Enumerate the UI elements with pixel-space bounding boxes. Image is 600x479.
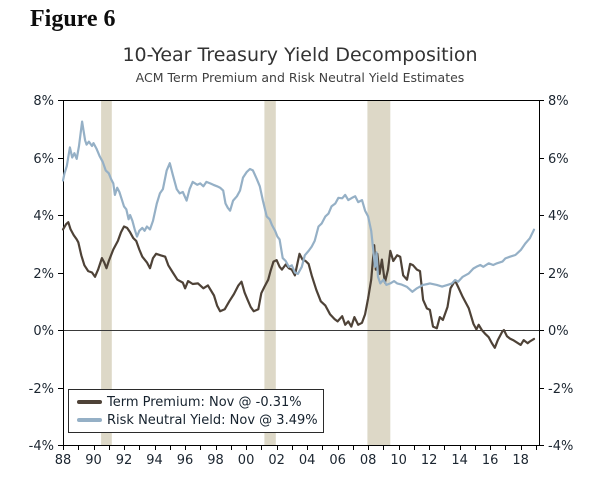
y-axis-label-right: 6% (548, 152, 569, 167)
recession-band (101, 100, 112, 445)
x-axis-label: 92 (116, 453, 133, 468)
x-axis-label: 88 (55, 453, 72, 468)
x-axis-label: 00 (238, 453, 255, 468)
y-axis-label-left: -4% (29, 439, 54, 454)
risk-neutral-yield-line-swatch (77, 418, 102, 422)
x-axis-label: 08 (360, 453, 377, 468)
y-axis-label-left: 8% (33, 94, 54, 109)
x-axis-label: 12 (421, 453, 438, 468)
y-axis-label-right: 8% (548, 94, 569, 109)
figure-label: Figure 6 (30, 6, 116, 32)
x-axis-label: 14 (451, 453, 468, 468)
y-axis-label-right: 2% (548, 267, 569, 282)
y-axis-label-left: -2% (29, 382, 54, 397)
x-axis-label: 16 (482, 453, 499, 468)
y-axis-label-left: 2% (33, 267, 54, 282)
term-premium-legend-label: Term Premium: Nov @ -0.31% (107, 394, 302, 410)
x-axis-label: 06 (329, 453, 346, 468)
x-axis-label: 02 (268, 453, 285, 468)
x-axis-label: 18 (512, 453, 529, 468)
term-premium-line (61, 221, 536, 349)
x-axis-label: 04 (299, 453, 316, 468)
y-axis-label-left: 6% (33, 152, 54, 167)
x-axis-label: 98 (207, 453, 224, 468)
risk-neutral-yield-legend-label: Risk Neutral Yield: Nov @ 3.49% (107, 412, 318, 428)
chart-subtitle: ACM Term Premium and Risk Neutral Yield … (135, 70, 465, 85)
legend-item-risk-neutral-yield: Risk Neutral Yield: Nov @ 3.49% (77, 412, 318, 428)
y-axis-label-right: -2% (548, 382, 573, 397)
chart-title: 10-Year Treasury Yield Decomposition (122, 44, 478, 66)
x-axis-label: 10 (390, 453, 407, 468)
legend: Term Premium: Nov @ -0.31% Risk Neutral … (68, 389, 324, 433)
y-axis-label-right: -4% (548, 439, 573, 454)
y-axis-label-left: 0% (33, 324, 54, 339)
y-axis-label-left: 4% (33, 209, 54, 224)
x-axis-label: 94 (146, 453, 163, 468)
y-axis-label-right: 4% (548, 209, 569, 224)
risk-neutral-yield-line (61, 120, 536, 293)
legend-item-term-premium: Term Premium: Nov @ -0.31% (77, 395, 315, 410)
term-premium-line-swatch (77, 400, 102, 404)
x-axis-label: 90 (85, 453, 102, 468)
y-axis-label-right: 0% (548, 324, 569, 339)
x-axis-label: 96 (177, 453, 194, 468)
